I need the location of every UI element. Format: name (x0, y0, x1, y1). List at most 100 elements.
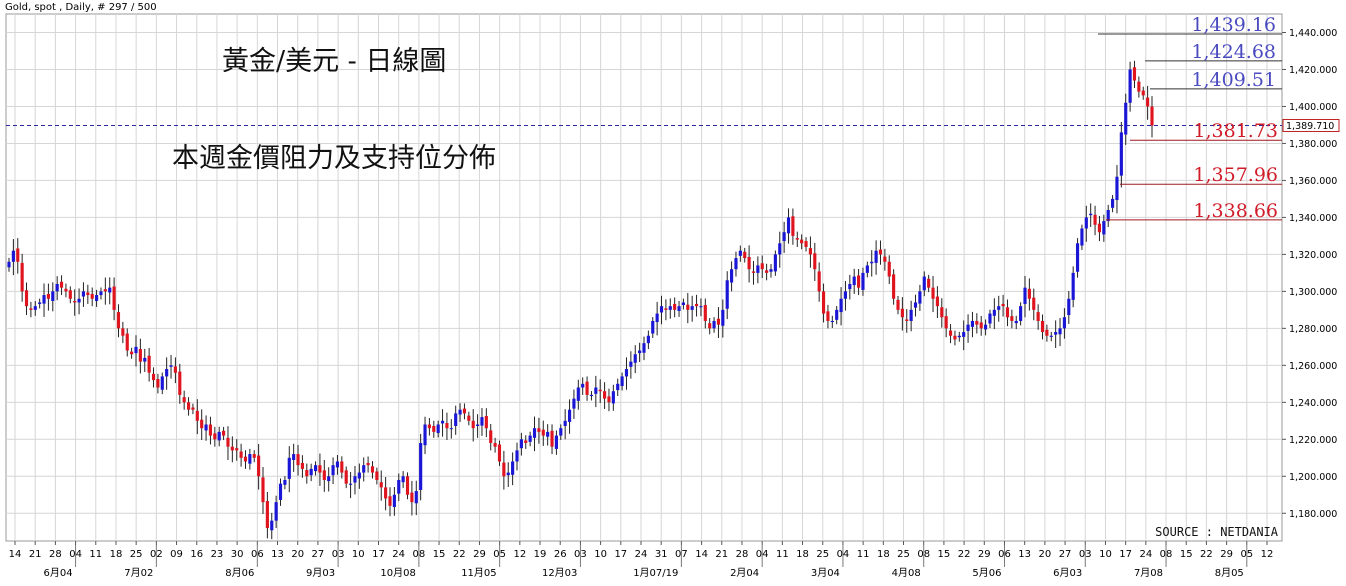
candle-body (572, 398, 576, 409)
candle-body (344, 470, 348, 484)
candle-body (765, 270, 769, 273)
candle-body (681, 302, 685, 306)
candle-body (511, 461, 515, 475)
x-tick-day-label: 12 (513, 549, 526, 560)
candle-body (493, 442, 497, 447)
candle-body (721, 309, 725, 326)
candle-body (616, 383, 620, 391)
candle-body (664, 308, 668, 310)
candle-body (655, 313, 659, 323)
candle-body (388, 496, 392, 506)
candle-body (839, 298, 843, 313)
candle-body (449, 428, 453, 430)
x-tick-day-label: 18 (110, 549, 123, 560)
candle-body (861, 272, 865, 290)
x-tick-day-label: 23 (211, 549, 224, 560)
y-tick-label: 1,200.000 (1289, 472, 1337, 483)
candle-body (436, 424, 440, 434)
candle-body (909, 309, 913, 321)
x-tick-day-label: 13 (1018, 549, 1031, 560)
x-tick-day-label: 27 (1059, 549, 1072, 560)
candle-body (357, 472, 361, 479)
candle-body (892, 274, 896, 299)
candle-body (865, 265, 869, 273)
candle-body (716, 318, 721, 325)
candle-body (68, 290, 72, 299)
candle-body (646, 335, 650, 344)
y-tick-label: 1,380.000 (1289, 139, 1337, 150)
candle-body (913, 302, 918, 308)
chart-title: 黃金/美元 - 日線圖 (222, 46, 446, 77)
candle-body (1014, 320, 1018, 324)
candle-body (24, 290, 29, 307)
candle-body (1119, 132, 1123, 176)
candle-body (703, 305, 707, 321)
candle-body (287, 457, 291, 479)
candle-body (370, 466, 375, 473)
candle-body (795, 238, 799, 240)
x-tick-day-label: 15 (938, 549, 951, 560)
candle-body (497, 444, 502, 462)
candle-body (1071, 272, 1075, 300)
candle-body (95, 295, 99, 301)
candle-body (322, 470, 326, 480)
candle-body (200, 419, 204, 429)
candle-body (222, 430, 226, 436)
candle-body (99, 291, 103, 296)
candle-body (1075, 243, 1080, 272)
candle-body (353, 476, 357, 483)
x-tick-day-label: 10 (1099, 549, 1112, 560)
candle-body (532, 428, 537, 438)
candle-body (349, 483, 353, 485)
candle-body (130, 351, 134, 355)
x-tick-day-label: 28 (736, 549, 749, 560)
candle-body (296, 454, 300, 466)
candle-body (410, 492, 414, 503)
current-price-label: 1,389.710 (1286, 121, 1334, 132)
candle-body (546, 431, 550, 437)
candle-body (598, 389, 602, 392)
candle-body (46, 293, 50, 299)
candle-body (261, 477, 265, 503)
candle-body (563, 420, 567, 426)
x-tick-day-label: 22 (958, 549, 971, 560)
candle-body (300, 462, 304, 469)
candle-body (1005, 307, 1010, 318)
candle-body (7, 261, 11, 268)
candle-body (103, 289, 107, 292)
candle-body (257, 455, 261, 477)
candle-body (313, 465, 318, 472)
candle-body (173, 366, 177, 373)
x-tick-day-label: 25 (130, 549, 143, 560)
candle-body (305, 469, 309, 477)
candle-body (751, 271, 756, 273)
candle-body (186, 402, 191, 410)
candle-body (1111, 198, 1115, 208)
candle-body (1084, 217, 1088, 229)
x-tick-day-label: 24 (392, 549, 405, 560)
candle-body (992, 309, 996, 316)
candle-body (445, 423, 449, 429)
candle-body (624, 369, 629, 377)
candle-body (1032, 297, 1036, 310)
candle-body (90, 293, 94, 299)
candle-body (458, 409, 462, 415)
candle-body (379, 482, 383, 488)
candle-body (948, 330, 953, 336)
candle-body (808, 248, 812, 255)
x-tick-day-label: 10 (594, 549, 607, 560)
candle-body (86, 292, 90, 296)
candle-body (988, 313, 992, 324)
candle-body (1010, 316, 1014, 321)
candle-body (559, 428, 563, 436)
x-tick-day-label: 29 (1220, 549, 1233, 560)
x-tick-day-label: 11 (857, 549, 870, 560)
candle-body (213, 433, 217, 440)
candle-body (603, 391, 607, 399)
candle-body (1036, 312, 1040, 321)
candle-body (905, 319, 909, 321)
x-tick-day-label: 17 (372, 549, 385, 560)
candle-body (725, 280, 729, 309)
x-tick-day-label: 17 (1119, 549, 1132, 560)
